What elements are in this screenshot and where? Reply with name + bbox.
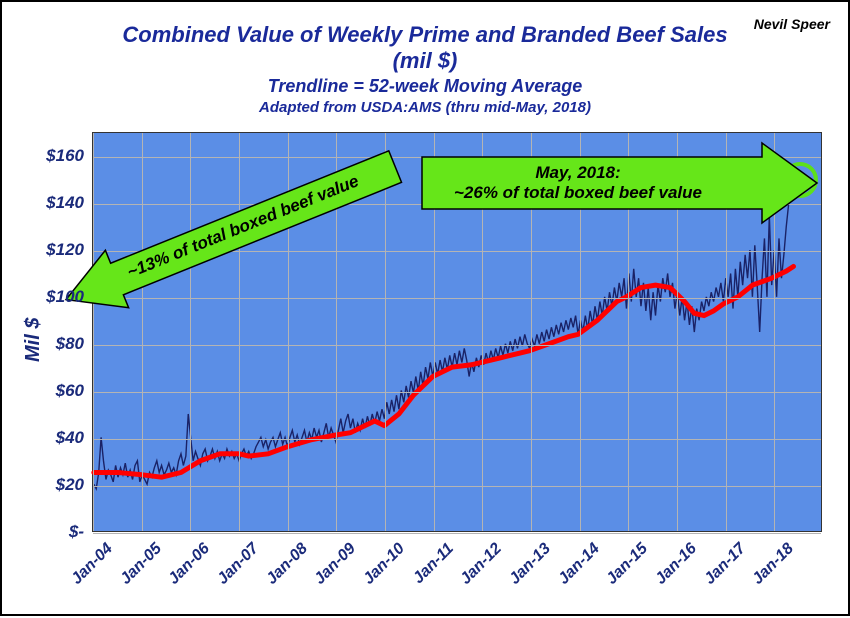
xtick-label: Jan-17 [694,540,749,595]
ytick-label: $60 [34,381,84,401]
xtick-label: Jan-09 [305,540,360,595]
xtick-label: Jan-18 [743,540,798,595]
ytick-label: $120 [34,240,84,260]
gridline-v [93,133,94,531]
gridline-h [93,392,821,393]
gridline-v [774,133,775,531]
gridline-h [93,298,821,299]
ytick-label: $160 [34,146,84,166]
ytick-label: $40 [34,428,84,448]
xtick-label: Jan-15 [597,540,652,595]
gridline-h [93,439,821,440]
xtick-label: Jan-14 [548,540,603,595]
xtick-label: Jan-11 [402,540,457,595]
title-line-4: Adapted from USDA:AMS (thru mid-May, 201… [2,99,848,116]
xtick-label: Jan-12 [451,540,506,595]
title-line-1: Combined Value of Weekly Prime and Brand… [2,22,848,48]
title-line-3: Trendline = 52-week Moving Average [2,76,848,97]
gridline-v [336,133,337,531]
ytick-label: $- [34,522,84,542]
xtick-label: Jan-13 [500,540,555,595]
author-label: Nevil Speer [754,16,830,32]
gridline-v [434,133,435,531]
chart-frame: Nevil Speer Combined Value of Weekly Pri… [0,0,850,616]
gridline-v [677,133,678,531]
gridline-h [93,486,821,487]
gridline-h [93,204,821,205]
xtick-label: Jan-05 [110,540,165,595]
highlight-circle [782,162,818,198]
gridline-h [93,533,821,534]
data-series-svg [93,133,821,531]
xtick-label: Jan-16 [646,540,701,595]
gridline-v [726,133,727,531]
gridline-v [628,133,629,531]
gridline-h [93,157,821,158]
xtick-label: Jan-10 [354,540,409,595]
ytick-label: $80 [34,334,84,354]
xtick-label: Jan-08 [256,540,311,595]
ytick-label: $20 [34,475,84,495]
ytick-label: $140 [34,193,84,213]
ytick-label: $100 [34,287,84,307]
gridline-v [580,133,581,531]
gridline-h [93,251,821,252]
gridline-v [531,133,532,531]
gridline-v [288,133,289,531]
gridline-v [190,133,191,531]
xtick-label: Jan-06 [159,540,214,595]
gridline-v [385,133,386,531]
gridline-v [239,133,240,531]
xtick-label: Jan-04 [62,540,117,595]
weekly-series-line [94,168,794,489]
gridline-v [142,133,143,531]
gridline-v [482,133,483,531]
chart-titles: Combined Value of Weekly Prime and Brand… [2,2,848,116]
title-line-2: (mil $) [2,48,848,74]
gridline-h [93,345,821,346]
plot-area [92,132,822,532]
xtick-label: Jan-07 [208,540,263,595]
